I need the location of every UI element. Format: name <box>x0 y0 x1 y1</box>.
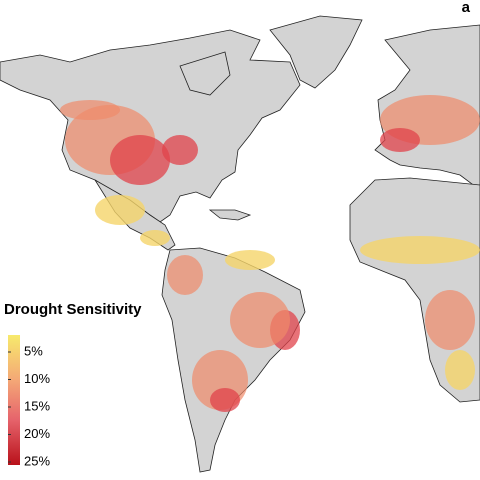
sensitivity-overlay <box>60 95 480 412</box>
legend-tick-label: 10% <box>24 371 50 386</box>
legend-tick-label: 25% <box>24 453 50 468</box>
legend-tick-label: 5% <box>24 343 43 358</box>
panel-label: a <box>462 0 471 16</box>
legend-tick-label: 15% <box>24 398 50 413</box>
legend-title: Drought Sensitivity <box>4 301 142 318</box>
legend-tick-label: 20% <box>24 426 50 441</box>
legend-ticks: 5% 10% 15% 20% 25% <box>8 343 50 468</box>
color-bar <box>8 335 20 465</box>
